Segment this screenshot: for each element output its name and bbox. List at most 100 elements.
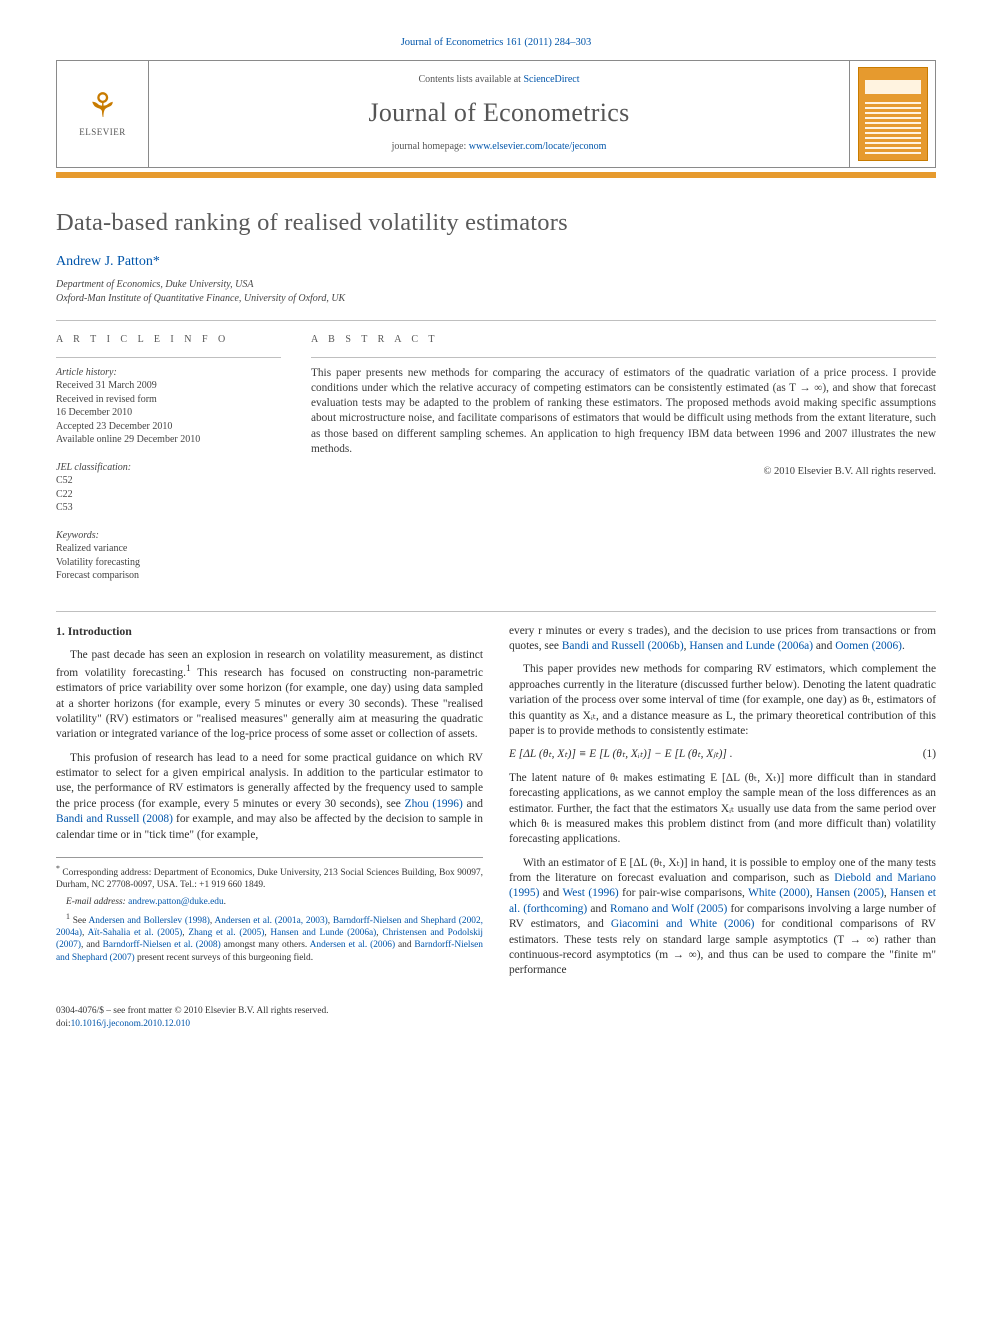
equation-body: E [ΔL (θₜ, Xₜ)] ≡ E [L (θₜ, Xᵢₜ)] − E [L… [509,747,902,762]
equation-1: E [ΔL (θₜ, Xₜ)] ≡ E [L (θₜ, Xᵢₜ)] − E [L… [509,747,936,762]
text-run: . [902,640,905,652]
citation-link[interactable]: Zhou (1996) [405,798,463,810]
text-run: , and [81,940,103,950]
footnote-number-icon: 1 [66,912,70,921]
citation-link[interactable]: Hansen (2005) [816,887,884,899]
journal-name: Journal of Econometrics [159,95,839,130]
intro-paragraph-5: The latent nature of θₜ makes estimating… [509,771,936,848]
text-run: and [395,940,414,950]
citation-link[interactable]: White (2000) [748,887,810,899]
page: Journal of Econometrics 161 (2011) 284–3… [0,0,992,1058]
abstract-copyright: © 2010 Elsevier B.V. All rights reserved… [311,465,936,479]
text-run: and [539,887,562,899]
jel-code: C53 [56,501,281,515]
history-item: Available online 29 December 2010 [56,433,281,447]
history-item: Received in revised form [56,393,281,407]
text-run: and [587,903,610,915]
equation-number: (1) [902,747,936,762]
affiliation-2: Oxford-Man Institute of Quantitative Fin… [56,292,936,306]
article-info-heading: A R T I C L E I N F O [56,333,281,347]
intro-paragraph-6: With an estimator of E [ΔL (θₜ, Xₜ)] in … [509,856,936,979]
publisher-logo-cell: ⚘ ELSEVIER [57,61,149,167]
divider-top [56,320,936,321]
masthead: ⚘ ELSEVIER Contents lists available at S… [56,60,936,168]
doi-label: doi: [56,1019,71,1029]
citation-link[interactable]: Aït-Sahalia et al. (2005) [88,928,183,938]
email-label: E-mail address: [66,897,128,907]
meta-abstract-row: A R T I C L E I N F O Article history: R… [56,333,936,597]
keyword: Volatility forecasting [56,556,281,570]
text-run: Corresponding address: Department of Eco… [56,868,483,890]
citation-link[interactable]: Andersen et al. (2006) [310,940,395,950]
citation-link[interactable]: Andersen and Bollerslev (1998) [89,916,210,926]
jel-block: JEL classification: C52 C22 C53 [56,461,281,515]
citation-link[interactable]: Hansen and Lunde (2006a) [689,640,813,652]
paper-title: Data-based ranking of realised volatilit… [56,206,936,239]
text-run: amongst many others. [221,940,310,950]
text-run: for pair-wise comparisons, [619,887,748,899]
article-history-label: Article history: [56,366,281,380]
history-item: Accepted 23 December 2010 [56,420,281,434]
right-column: every r minutes or every s trades), and … [509,624,936,987]
footnote-1: 1 See Andersen and Bollerslev (1998), An… [56,912,483,964]
text-run: See [73,916,89,926]
abstract-divider [311,357,936,358]
author-line: Andrew J. Patton* [56,253,936,272]
keywords-block: Keywords: Realized variance Volatility f… [56,529,281,583]
keyword: Forecast comparison [56,569,281,583]
article-history-block: Article history: Received 31 March 2009 … [56,366,281,447]
text-run: and [813,640,835,652]
journal-homepage-link[interactable]: www.elsevier.com/locate/jeconom [469,141,607,152]
abstract-column: A B S T R A C T This paper presents new … [311,333,936,597]
doi-link[interactable]: 10.1016/j.jeconom.2010.12.010 [71,1019,191,1029]
elsevier-logo: ⚘ ELSEVIER [79,90,126,138]
text-run: and [463,798,483,810]
keywords-label: Keywords: [56,529,281,543]
author-name-link[interactable]: Andrew J. Patton [56,254,153,269]
accent-bar [56,172,936,178]
contents-available-line: Contents lists available at ScienceDirec… [159,73,839,87]
masthead-cover-cell [849,61,935,167]
history-item: 16 December 2010 [56,406,281,420]
section-heading-introduction: 1. Introduction [56,624,483,640]
citation-link[interactable]: Andersen et al. (2001a, 2003) [215,916,328,926]
keyword: Realized variance [56,542,281,556]
text-run: present recent surveys of this burgeonin… [135,953,313,963]
jel-code: C52 [56,474,281,488]
left-column: 1. Introduction The past decade has seen… [56,624,483,987]
elsevier-wordmark: ELSEVIER [79,126,126,138]
intro-paragraph-2: This profusion of research has lead to a… [56,751,483,843]
intro-paragraph-4: This paper provides new methods for comp… [509,662,936,739]
history-item: Received 31 March 2009 [56,379,281,393]
citation-link[interactable]: West (1996) [562,887,618,899]
citation-link[interactable]: Oomen (2006) [835,640,902,652]
citation-link[interactable]: Bandi and Russell (2008) [56,813,173,825]
elsevier-tree-icon: ⚘ [79,90,126,124]
footnotes-block: * Corresponding address: Department of E… [56,857,483,964]
intro-paragraph-3: every r minutes or every s trades), and … [509,624,936,655]
doi-line: doi:10.1016/j.jeconom.2010.12.010 [56,1018,936,1031]
divider-bottom [56,611,936,612]
citation-link[interactable]: Zhang et al. (2005) [188,928,264,938]
text-run: . [224,897,226,907]
journal-cover-thumb [858,67,928,161]
jel-code: C22 [56,488,281,502]
citation-link[interactable]: Barndorff-Nielsen et al. (2008) [103,940,221,950]
author-email-link[interactable]: andrew.patton@duke.edu [128,897,224,907]
body-two-column: 1. Introduction The past decade has seen… [56,624,936,987]
citation-link[interactable]: Bandi and Russell (2006b) [562,640,684,652]
jel-label: JEL classification: [56,461,281,475]
journal-reference: Journal of Econometrics 161 (2011) 284–3… [56,36,936,50]
sciencedirect-link[interactable]: ScienceDirect [523,74,579,85]
abstract-heading: A B S T R A C T [311,333,936,347]
page-footer: 0304-4076/$ – see front matter © 2010 El… [56,1005,936,1030]
contents-prefix: Contents lists available at [418,74,523,85]
masthead-center: Contents lists available at ScienceDirec… [149,61,849,167]
homepage-prefix: journal homepage: [392,141,469,152]
email-footnote: E-mail address: andrew.patton@duke.edu. [56,896,483,908]
citation-link[interactable]: Romano and Wolf (2005) [610,903,727,915]
citation-link[interactable]: Giacomini and White (2006) [611,918,755,930]
corresponding-author-mark[interactable]: * [153,254,160,269]
citation-link[interactable]: Hansen and Lunde (2006a) [270,928,376,938]
footnote-star-icon: * [56,864,60,873]
